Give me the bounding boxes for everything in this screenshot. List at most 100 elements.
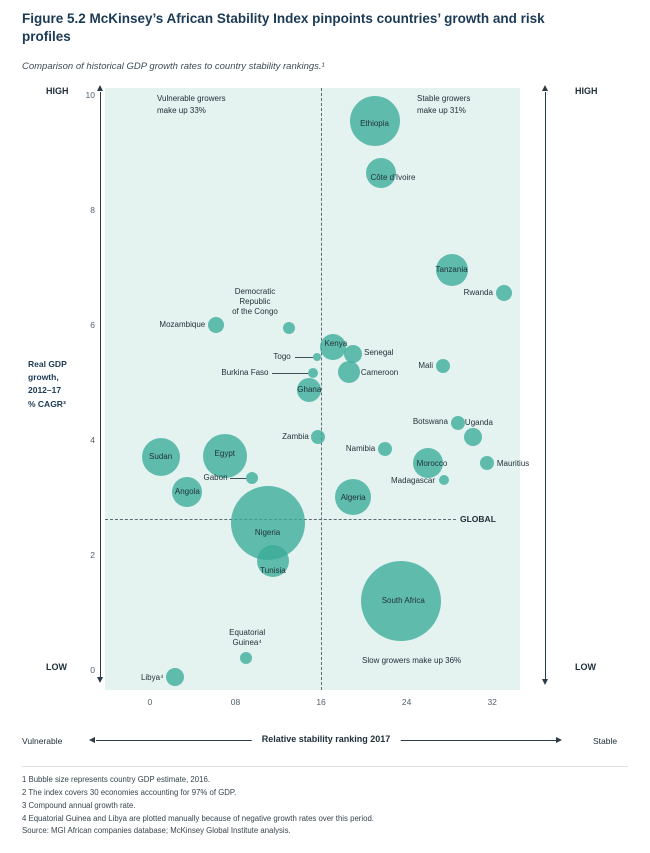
bubble-egypt xyxy=(202,433,247,478)
x-axis-title: Relative stability ranking 2017 xyxy=(251,734,401,744)
bubble-togo xyxy=(312,352,321,361)
x-tick-label: 24 xyxy=(401,697,412,707)
country-label-zambia: Zambia xyxy=(282,432,309,441)
bubble-south-africa xyxy=(361,560,442,641)
bubble-cameroon xyxy=(337,361,360,384)
y-tick-label: 2 xyxy=(90,549,95,560)
annotation-vulnerable-growers: Vulnerable growers make up 33% xyxy=(157,94,226,115)
bubble-sudan xyxy=(141,438,180,477)
y-tick-label: 8 xyxy=(90,204,95,215)
country-label-tanzania: Tanzania xyxy=(435,265,468,275)
country-label-uganda: Uganda xyxy=(464,418,493,427)
country-label-morocco: Morocco xyxy=(416,458,448,468)
bubble-libya xyxy=(165,667,184,686)
x-tick-label: 16 xyxy=(316,697,326,707)
bubble-ethiopia xyxy=(349,95,400,146)
country-label-nigeria: Nigeria xyxy=(254,528,281,538)
x-axis-right-arrow-icon xyxy=(556,737,562,743)
country-label-egypt: Egypt xyxy=(214,448,236,458)
figure-title: Figure 5.2 McKinsey’s African Stability … xyxy=(22,11,545,44)
country-label-tunisia: Tunisia xyxy=(260,565,286,575)
right-axis-down-arrow-icon xyxy=(542,679,548,685)
country-label-gabon: Gabon xyxy=(203,472,228,482)
country-label-ghana: Ghana xyxy=(297,384,322,394)
y-axis-down-arrow-icon xyxy=(97,677,103,683)
right-axis-up-arrow-icon xyxy=(542,85,548,91)
y-axis-low-label-left: LOW xyxy=(46,662,67,672)
y-tick-label: 6 xyxy=(90,319,95,330)
bubble-madagascar xyxy=(439,475,450,486)
bubble-botswana xyxy=(450,415,465,430)
country-label-mauritius: Mauritius xyxy=(496,458,530,468)
figure-subtitle: Comparison of historical GDP growth rate… xyxy=(22,61,325,72)
global-average-label: GLOBAL xyxy=(460,514,496,524)
bubble-tanzania xyxy=(435,254,468,287)
bubble-gabon xyxy=(245,471,258,484)
y-axis-line xyxy=(100,92,101,678)
footnotes-block: 1 Bubble size represents country GDP est… xyxy=(22,766,628,838)
bubble-senegal xyxy=(344,344,363,363)
quadrant-divider-line xyxy=(321,88,323,690)
x-tick-label: 32 xyxy=(487,697,497,707)
right-axis-line xyxy=(545,92,546,680)
country-label-togo: Togo xyxy=(273,351,291,361)
country-label-libya: Libya⁴ xyxy=(140,672,164,682)
country-label-senegal: Senegal xyxy=(364,347,394,357)
y-tick-label: 10 xyxy=(85,89,95,100)
country-label-madagascar: Madagascar xyxy=(391,476,436,486)
bubble-mozambique xyxy=(208,316,225,333)
country-label-rwanda: Rwanda xyxy=(463,288,493,298)
bubble-mauritius xyxy=(479,455,494,470)
bubble-uganda xyxy=(463,428,482,446)
x-axis-stable-label: Stable xyxy=(593,736,618,746)
country-label-mali: Mali xyxy=(418,361,433,371)
country-label-kenya: Kenya xyxy=(324,338,348,348)
country-label-c-te-d-ivoire: Côte d’Ivoire xyxy=(370,172,416,182)
country-label-mozambique: Mozambique xyxy=(159,319,206,329)
bubble-rwanda xyxy=(495,285,512,302)
x-tick-label: 08 xyxy=(230,697,241,707)
footnote-4: 4 Equatorial Guinea and Libya are plotte… xyxy=(22,813,374,823)
x-axis-vulnerable-label: Vulnerable xyxy=(22,736,63,746)
x-axis-left-arrow-icon xyxy=(89,737,95,743)
country-label-botswana: Botswana xyxy=(412,416,448,426)
y-axis-high-label-left: HIGH xyxy=(46,86,69,96)
y-tick-label: 0 xyxy=(90,664,95,675)
country-label-ethiopia: Ethiopia xyxy=(360,118,389,128)
leader-line-togo xyxy=(294,356,313,358)
y-axis-low-label-right: LOW xyxy=(575,662,596,672)
country-label-sudan: Sudan xyxy=(149,452,173,462)
bubble-democratic-republic-of-the-congo xyxy=(282,321,295,334)
footnote-3: 3 Compound annual growth rate. xyxy=(22,800,136,810)
annotation-stable-growers: Stable growers make up 31% xyxy=(417,94,471,115)
footnote-2: 2 The index covers 30 economies accounti… xyxy=(22,787,237,797)
bubble-algeria xyxy=(335,479,372,516)
country-label-burkina-faso: Burkina Faso xyxy=(221,368,269,378)
y-axis-up-arrow-icon xyxy=(97,85,103,91)
footnote-1: 1 Bubble size represents country GDP est… xyxy=(22,775,210,784)
country-label-south-africa: South Africa xyxy=(381,595,425,605)
bubble-tunisia xyxy=(256,544,289,577)
bubble-morocco xyxy=(413,447,443,478)
bubble-namibia xyxy=(378,441,393,456)
bubble-c-te-d-ivoire xyxy=(365,157,396,188)
bubble-burkina-faso xyxy=(307,368,318,379)
bubble-equatorial-guinea xyxy=(240,652,253,665)
annotation-slow-growers: Slow growers make up 36% xyxy=(362,656,462,665)
leader-line-gabon xyxy=(229,477,246,479)
country-label-namibia: Namibia xyxy=(345,443,376,453)
source-line: Source: MGI African companies database; … xyxy=(22,826,291,836)
y-tick-label: 4 xyxy=(90,434,95,445)
country-label-algeria: Algeria xyxy=(340,493,366,503)
country-label-equatorial-guinea: Equatorial Guinea⁴ xyxy=(229,628,266,648)
bubble-zambia xyxy=(310,430,325,444)
country-label-cameroon: Cameroon xyxy=(360,368,399,378)
country-label-democratic-republic-of-the-congo: Democratic Republic of the Congo xyxy=(232,286,278,316)
country-label-angola: Angola xyxy=(174,486,200,496)
bubble-angola xyxy=(172,476,203,507)
bubble-kenya xyxy=(319,333,346,360)
y-axis-high-label-right: HIGH xyxy=(575,86,598,96)
y-axis-title: Real GDP growth, 2012–17 % CAGR³ xyxy=(28,359,67,409)
